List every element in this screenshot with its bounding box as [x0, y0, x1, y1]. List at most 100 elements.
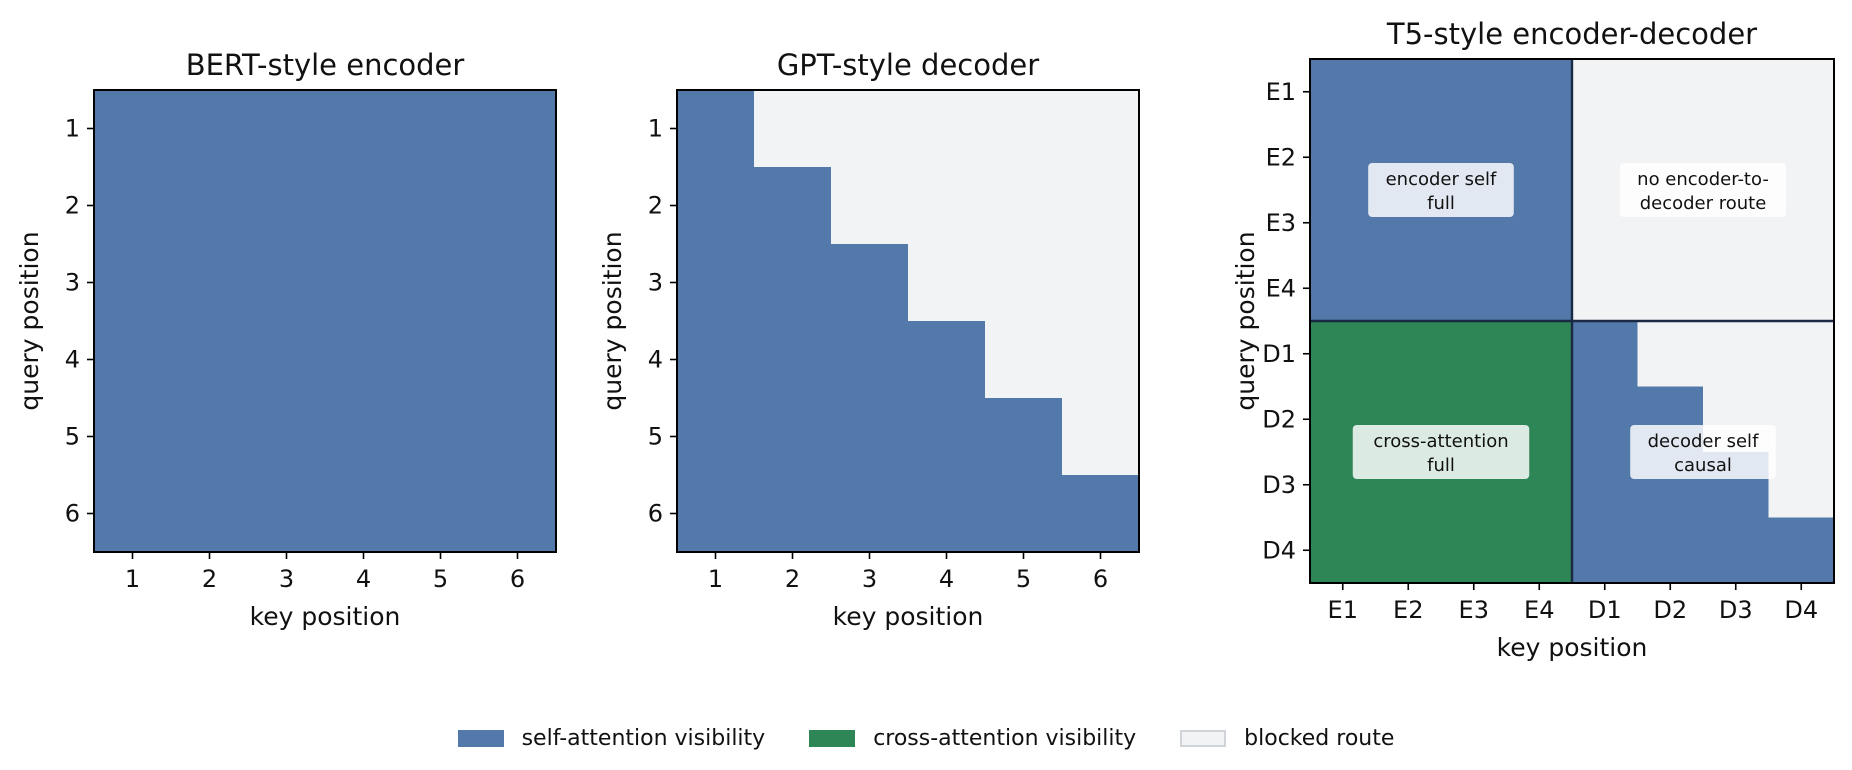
heatmap-cell — [402, 167, 480, 245]
heatmap-cell — [1768, 452, 1835, 519]
heatmap-cell — [677, 244, 755, 322]
heatmap-cell — [94, 167, 172, 245]
heatmap-cell — [985, 475, 1063, 553]
heatmap-cell — [171, 321, 249, 399]
heatmap-cell — [325, 244, 403, 322]
heatmap-cell — [1310, 190, 1377, 257]
heatmap-cell — [754, 321, 832, 399]
heatmap-cell — [1310, 255, 1377, 322]
chart-title: GPT-style decoder — [777, 48, 1039, 82]
heatmap-cell — [1506, 59, 1573, 126]
y-tick-label: E3 — [1266, 209, 1296, 237]
y-axis-label: query position — [1231, 231, 1260, 410]
x-tick-label: 4 — [939, 565, 954, 593]
plot-frame — [1309, 58, 1835, 584]
x-tick-label: 5 — [433, 565, 448, 593]
heatmap-cell — [1375, 255, 1442, 322]
heatmap-cell — [908, 244, 986, 322]
heatmap-cell — [325, 321, 403, 399]
y-tick-label: 2 — [65, 192, 80, 220]
heatmap-cell — [908, 398, 986, 476]
legend-label-self-attention: self-attention visibility — [521, 725, 766, 751]
heatmap-cell — [908, 321, 986, 399]
annotation-box — [1368, 163, 1514, 217]
heatmap-cell — [754, 244, 832, 322]
heatmap-cell — [1768, 255, 1835, 322]
heatmap-cell — [325, 475, 403, 553]
x-tick-label: D2 — [1653, 596, 1687, 624]
annotation-box — [1619, 163, 1787, 217]
x-tick-label: D1 — [1588, 596, 1622, 624]
heatmap-cell — [1310, 517, 1377, 584]
legend-label-blocked-route: blocked route — [1244, 725, 1395, 751]
heatmap-cell — [94, 398, 172, 476]
annotation-text: full — [1427, 193, 1455, 214]
x-tick-label: D4 — [1784, 596, 1818, 624]
heatmap-cell — [985, 398, 1063, 476]
x-axis-label: key position — [1497, 633, 1648, 662]
x-tick-label: E1 — [1328, 596, 1358, 624]
y-tick-label: E2 — [1266, 143, 1296, 171]
annotation-top-right: no encoder-to-decoder route — [1619, 163, 1787, 217]
heatmap-cell — [1062, 90, 1140, 168]
y-tick-label: 5 — [65, 423, 80, 451]
heatmap-cell — [1572, 321, 1639, 388]
y-tick-label: 4 — [648, 346, 663, 374]
heatmap-cell — [1375, 321, 1442, 388]
heatmap-cell — [402, 398, 480, 476]
y-tick-label: 2 — [648, 192, 663, 220]
chart-panel-1: 1 2 3 4 5 6 1 2 3 4 5 6 BERT-style encoder key positi… — [15, 48, 557, 631]
heatmap-cell — [1768, 321, 1835, 388]
heatmap-cell — [1637, 59, 1704, 126]
heatmap-cell — [479, 167, 557, 245]
heatmap-cell — [1506, 321, 1573, 388]
x-axis-label: key position — [833, 602, 984, 631]
heatmap-cell — [831, 321, 909, 399]
x-tick-label: 3 — [279, 565, 294, 593]
x-tick-label: 5 — [1016, 565, 1031, 593]
x-tick-label: 6 — [1093, 565, 1108, 593]
x-tick-label: E4 — [1524, 596, 1554, 624]
chart-title: T5-style encoder-decoder — [1386, 17, 1757, 51]
annotation-text: causal — [1674, 455, 1732, 476]
annotation-top-left: encoder self full — [1368, 163, 1514, 217]
heatmap-cell — [1572, 452, 1639, 519]
legend-item-self-attention: self-attention visibility — [457, 725, 766, 751]
annotation-text: cross-attention — [1373, 431, 1508, 452]
x-tick-label: 1 — [125, 565, 140, 593]
y-tick-label: 4 — [65, 346, 80, 374]
y-tick-label: D2 — [1262, 405, 1296, 433]
x-tick-label: 1 — [708, 565, 723, 593]
y-tick-label: 6 — [648, 500, 663, 528]
legend-swatch-blocked-route — [1180, 729, 1227, 747]
heatmap-cell — [94, 244, 172, 322]
attention-mask-figure: 1 2 3 4 5 6 1 2 3 4 5 6 BERT-style encoder key positi… — [15, 17, 1835, 662]
y-tick-label: 1 — [65, 115, 80, 143]
heatmap-cell — [248, 475, 326, 553]
y-tick-label: D3 — [1262, 471, 1296, 499]
y-tick-label: 6 — [65, 500, 80, 528]
heatmap-cell — [1441, 59, 1508, 126]
chart-title: BERT-style encoder — [186, 48, 465, 82]
x-tick-label: 2 — [785, 565, 800, 593]
heatmap-cell — [1703, 59, 1770, 126]
heatmap-cell — [677, 321, 755, 399]
heatmap-cell — [1637, 517, 1704, 584]
annotation-text: decoder self — [1648, 431, 1759, 452]
annotation-text: encoder self — [1386, 169, 1497, 190]
heatmap-cell — [402, 244, 480, 322]
heatmap-cell — [171, 167, 249, 245]
annotation-bottom-right: decoder self causal — [1630, 425, 1776, 479]
heatmap-cell — [1506, 190, 1573, 257]
legend-item-blocked-route: blocked route — [1180, 726, 1394, 751]
heatmap-cell — [1768, 386, 1835, 453]
heatmap-cell — [1572, 59, 1639, 126]
annotation-text: no encoder-to- — [1637, 169, 1769, 190]
heatmap-cell — [1310, 124, 1377, 191]
annotation-box — [1352, 425, 1530, 479]
heatmap-cell — [677, 167, 755, 245]
legend-label-cross-attention: cross-attention visibility — [873, 725, 1137, 751]
heatmap-cell — [1572, 255, 1639, 322]
heatmap-cell — [402, 475, 480, 553]
heatmap-cell — [985, 167, 1063, 245]
